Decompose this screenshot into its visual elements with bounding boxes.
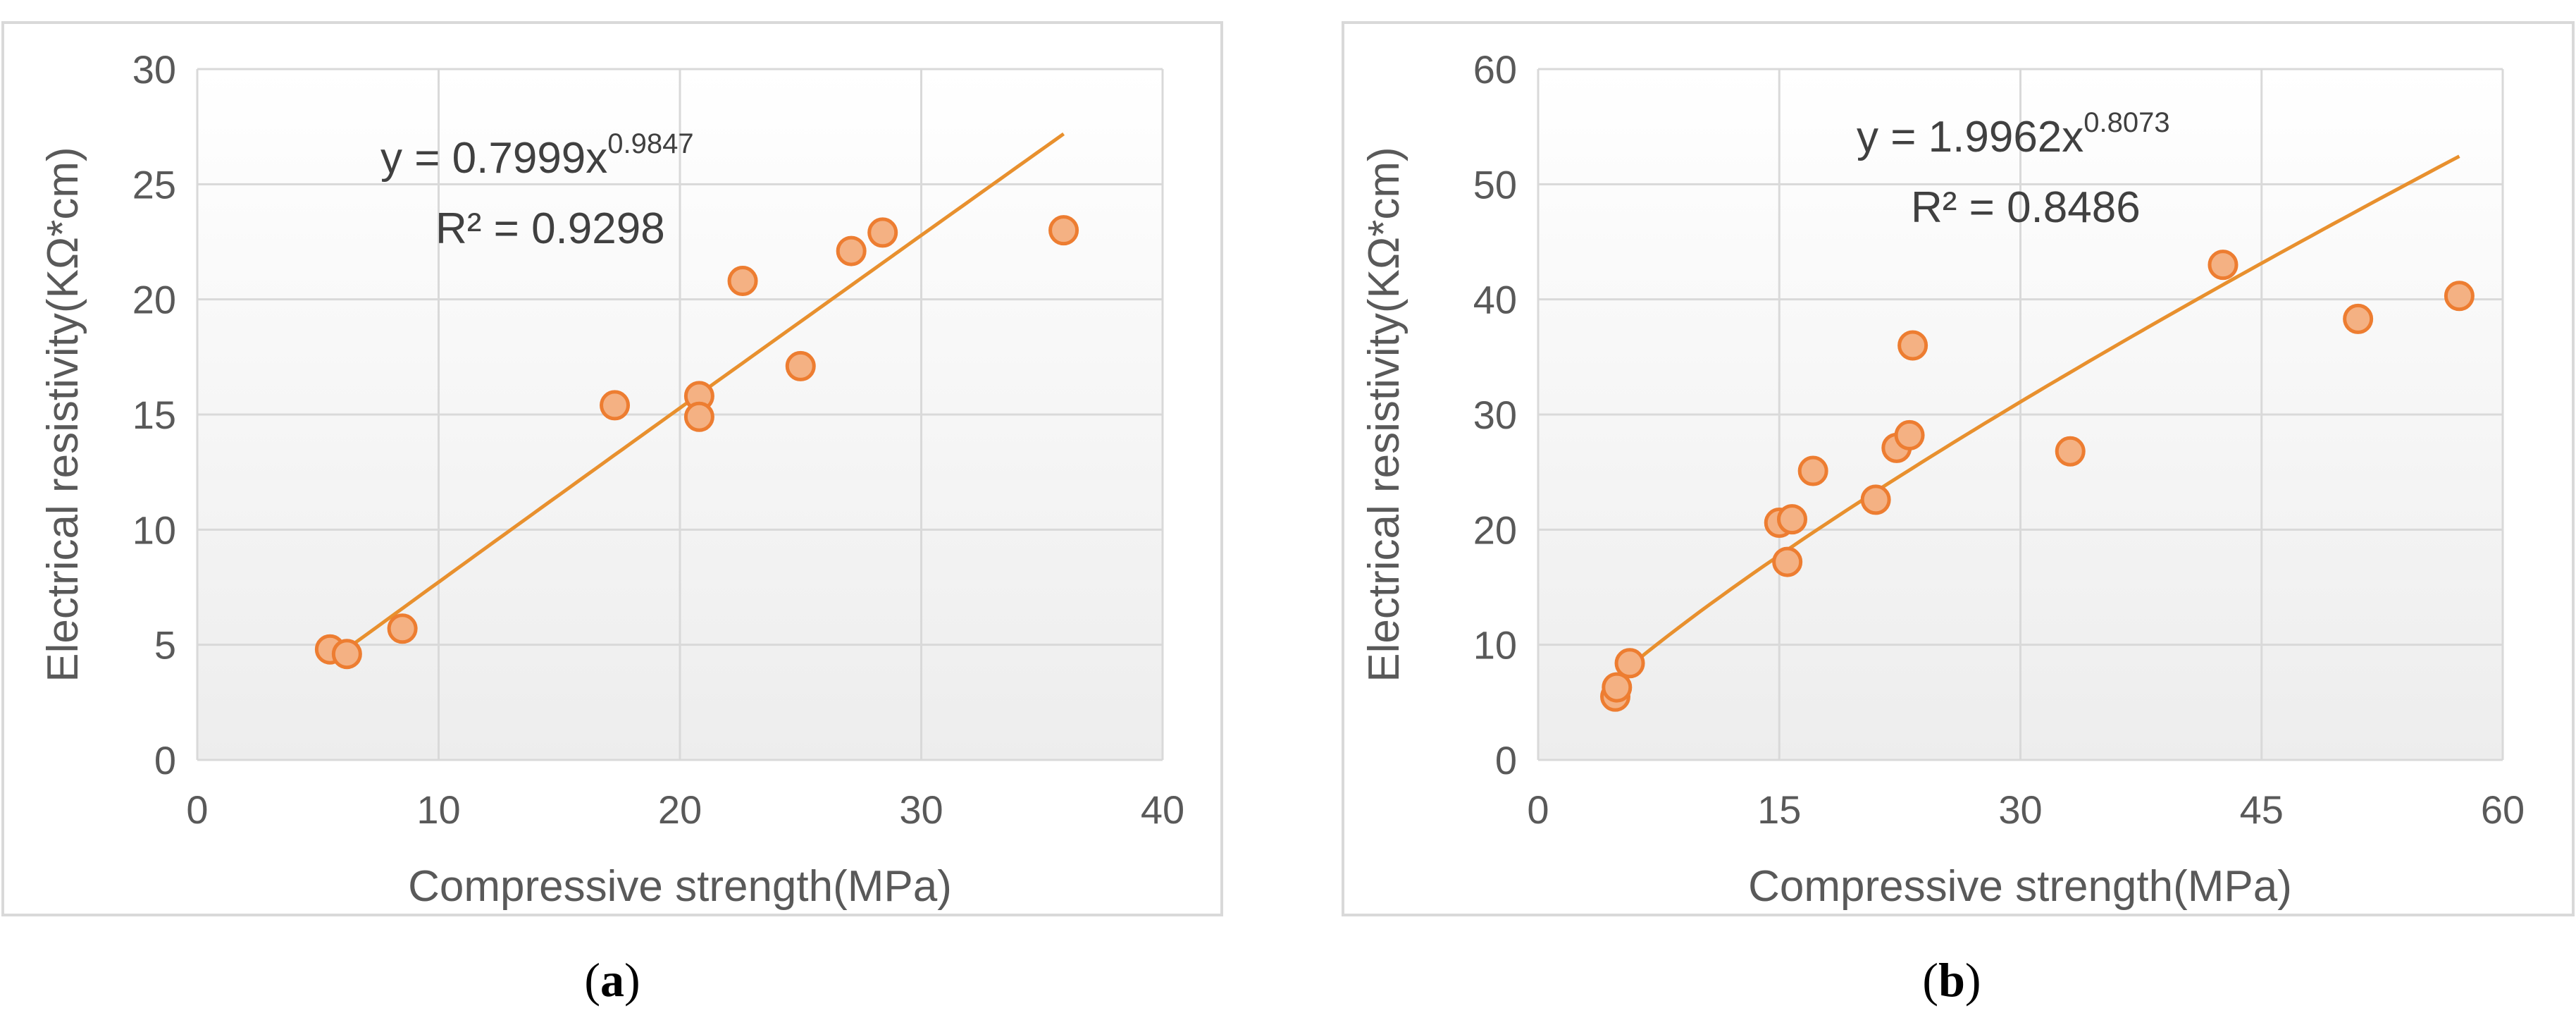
x-tick-label-a-4: 40 (1141, 787, 1184, 832)
caption-b: (b) (1922, 953, 1981, 1007)
x-tick-label-b-0: 0 (1527, 787, 1549, 832)
data-point-b-9 (1894, 419, 1925, 450)
r-squared-b: R² = 0.8486 (1911, 183, 2141, 232)
equation-exponent-b: 0.8073 (2083, 107, 2169, 138)
data-point-b-11 (2055, 436, 2086, 467)
data-point-a-10 (1048, 215, 1079, 246)
y-tick-label-b-1: 10 (1473, 623, 1517, 668)
equation-base-b: y = 1.9962x (1857, 113, 2083, 161)
y-tick-label-a-5: 25 (132, 162, 176, 207)
y-tick-label-a-2: 10 (132, 508, 176, 552)
caption-a: (a) (584, 953, 640, 1007)
data-point-b-4 (1772, 546, 1803, 577)
x-axis-title-a: Compressive strength(MPa) (408, 862, 952, 911)
x-tick-label-b-2: 30 (1998, 787, 2042, 832)
data-points-b (1600, 250, 2475, 712)
data-point-b-14 (2444, 281, 2475, 312)
x-tick-label-a-3: 30 (899, 787, 943, 832)
y-tick-labels-a: 0 5 10 15 20 25 30 (132, 47, 176, 782)
data-point-a-7 (785, 350, 816, 381)
data-point-b-2 (1614, 648, 1645, 679)
y-axis-title-a: Electrical resistivity(KΩ*cm) (39, 147, 87, 682)
trendline-equation-a: y = 0.7999x0.9847 (380, 128, 694, 183)
y-tick-label-b-6: 60 (1473, 47, 1517, 92)
trendline-b (1614, 154, 2460, 680)
y-tick-label-a-3: 15 (132, 393, 176, 437)
x-tick-labels-a: 0 10 20 30 40 (186, 787, 1184, 832)
data-point-a-9 (867, 217, 898, 248)
y-tick-label-a-4: 20 (132, 278, 176, 322)
x-tick-label-a-2: 20 (658, 787, 702, 832)
r-squared-a: R² = 0.9298 (435, 204, 665, 253)
y-tick-label-a-0: 0 (154, 738, 176, 782)
equation-exponent-a: 0.9847 (607, 128, 693, 159)
equation-base-a: y = 0.7999x (380, 134, 607, 183)
chart-panel-b: 0 10 20 30 40 50 60 0 15 30 45 60 y = 1.9962x0.807… (1342, 21, 2575, 1007)
data-point-b-1 (1602, 672, 1633, 703)
y-tick-label-b-5: 50 (1473, 162, 1517, 207)
data-point-b-6 (1797, 455, 1828, 486)
data-point-a-5 (683, 401, 714, 432)
data-point-b-5 (1777, 504, 1808, 535)
data-point-a-3 (600, 390, 631, 421)
trendline-equation-b: y = 1.9962x0.8073 (1857, 107, 2170, 161)
x-tick-label-b-1: 15 (1757, 787, 1801, 832)
data-point-b-13 (2343, 303, 2374, 334)
data-point-b-10 (1897, 330, 1928, 361)
data-points-a (314, 215, 1079, 670)
y-tick-label-b-3: 30 (1473, 393, 1517, 437)
y-tick-label-a-6: 30 (132, 47, 176, 92)
y-tick-label-a-1: 5 (154, 623, 176, 668)
x-tick-label-b-3: 45 (2240, 787, 2284, 832)
x-tick-label-a-0: 0 (186, 787, 208, 832)
data-point-b-7 (1860, 484, 1891, 515)
chart-panel-a: 0 5 10 15 20 25 30 0 10 20 30 40 y = 0.7999x0.9847… (1, 21, 1223, 1007)
data-point-a-1 (331, 639, 362, 670)
y-tick-labels-b: 0 10 20 30 40 50 60 (1473, 47, 1517, 782)
data-point-a-2 (387, 613, 418, 644)
y-tick-label-b-0: 0 (1495, 738, 1517, 782)
gridlines-b (1537, 68, 2504, 761)
x-tick-label-b-4: 60 (2481, 787, 2525, 832)
x-tick-labels-b: 0 15 30 45 60 (1527, 787, 2525, 832)
x-tick-label-a-1: 10 (416, 787, 460, 832)
y-tick-label-b-4: 40 (1473, 278, 1517, 322)
y-tick-label-b-2: 20 (1473, 508, 1517, 552)
gridlines-a (196, 68, 1164, 761)
data-point-b-12 (2207, 250, 2238, 281)
x-axis-title-b: Compressive strength(MPa) (1748, 862, 2292, 911)
y-axis-title-b: Electrical resistivity(KΩ*cm) (1360, 147, 1408, 682)
data-point-a-8 (836, 235, 867, 266)
data-point-a-6 (727, 266, 758, 297)
